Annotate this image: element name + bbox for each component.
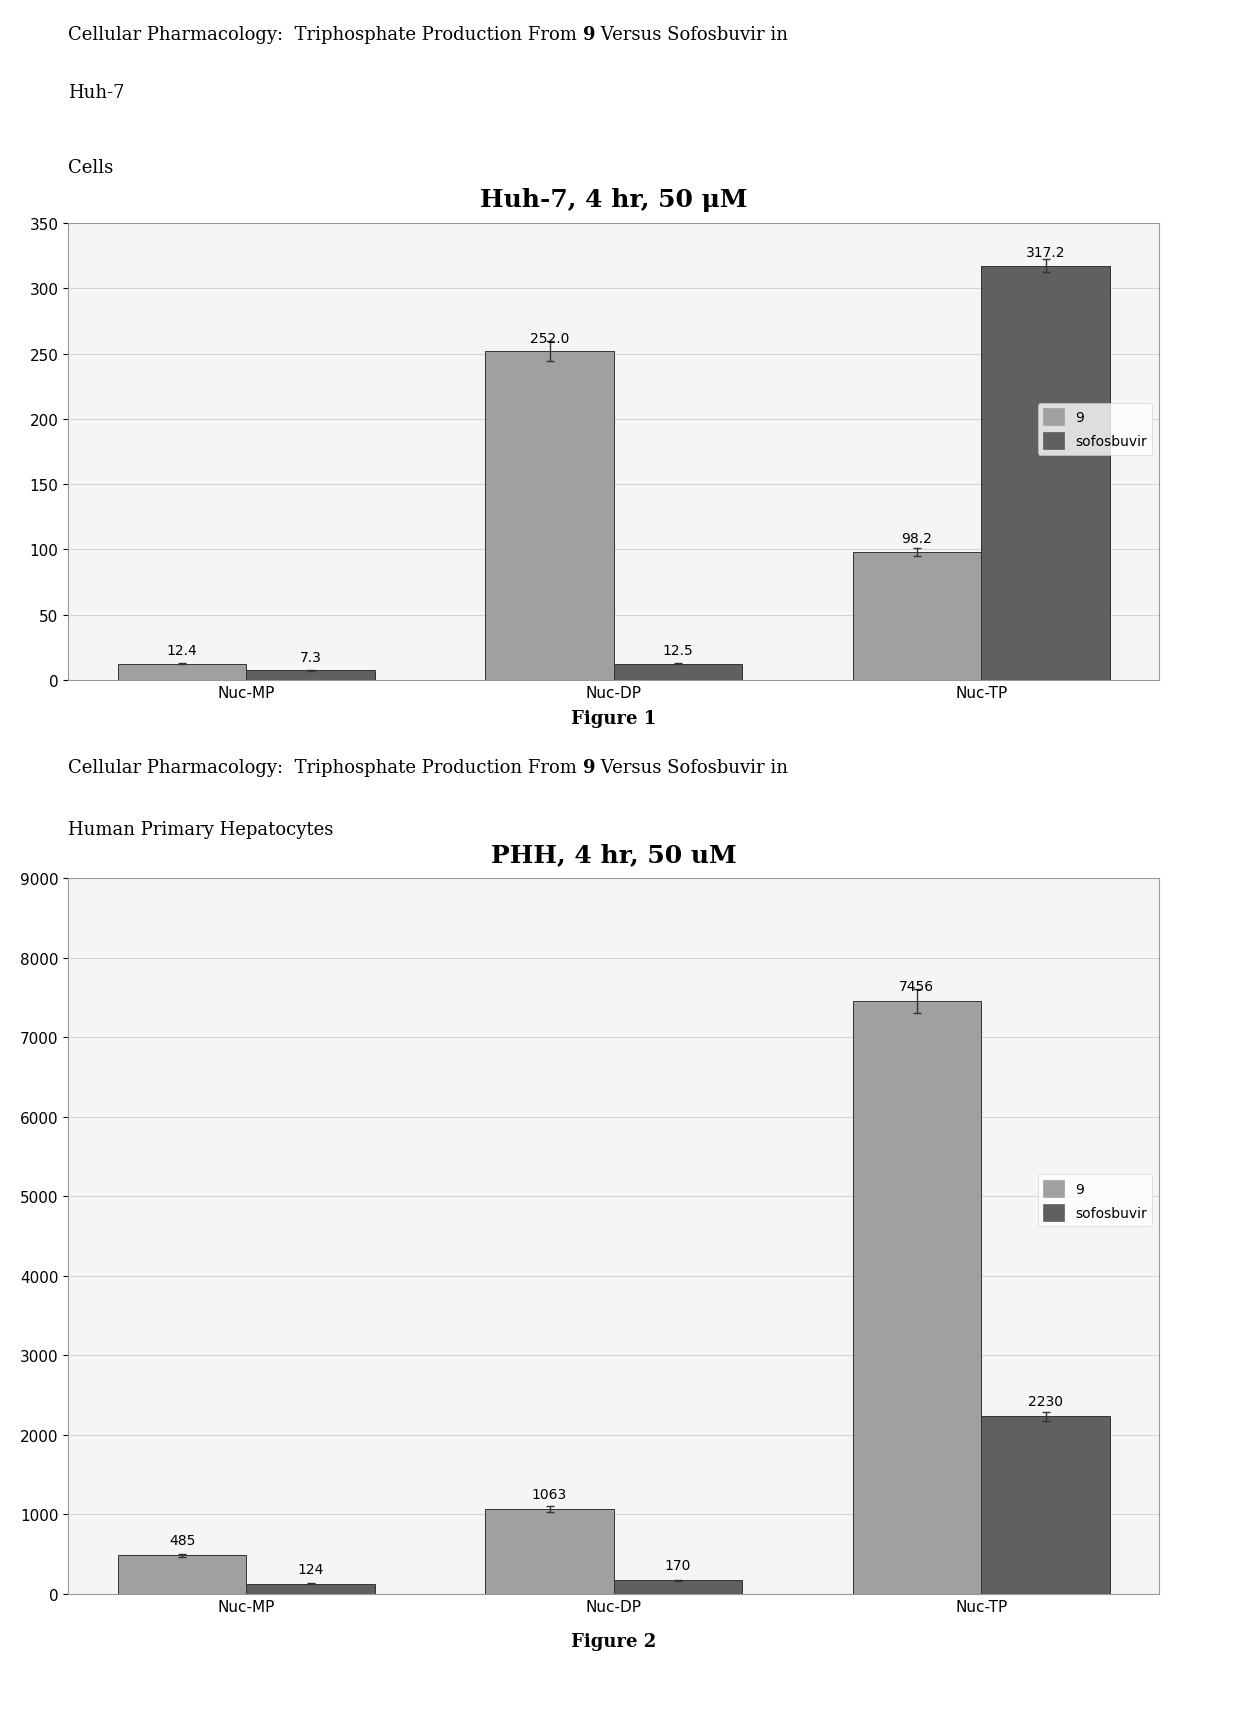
Text: 2230: 2230 — [1028, 1394, 1063, 1409]
Text: 9: 9 — [583, 758, 595, 775]
Bar — [614, 1580, 743, 1594]
Text: Versus Sofosbuvir in: Versus Sofosbuvir in — [595, 758, 789, 775]
Text: 9: 9 — [583, 26, 595, 43]
Text: 252.0: 252.0 — [529, 331, 569, 345]
Bar — [118, 1556, 247, 1594]
Text: Huh-7: Huh-7 — [68, 84, 125, 102]
Text: Cells: Cells — [68, 159, 113, 176]
Text: Figure 1: Figure 1 — [572, 710, 656, 727]
Text: Human Primary Hepatocytes: Human Primary Hepatocytes — [68, 820, 334, 837]
Legend: 9, sofosbuvir: 9, sofosbuvir — [1038, 1175, 1152, 1227]
Bar — [485, 1509, 614, 1594]
Text: 1063: 1063 — [532, 1487, 567, 1501]
Text: Versus Sofosbuvir in: Versus Sofosbuvir in — [595, 26, 789, 43]
Text: 98.2: 98.2 — [901, 532, 932, 546]
Title: PHH, 4 hr, 50 uM: PHH, 4 hr, 50 uM — [491, 843, 737, 867]
Title: Huh-7, 4 hr, 50 μM: Huh-7, 4 hr, 50 μM — [480, 188, 748, 212]
Text: 7456: 7456 — [899, 979, 935, 994]
Bar — [247, 670, 374, 681]
Text: Cellular Pharmacology:  Triphosphate Production From: Cellular Pharmacology: Triphosphate Prod… — [68, 758, 583, 775]
Bar — [981, 1416, 1110, 1594]
Text: 170: 170 — [665, 1558, 691, 1573]
Bar — [853, 1001, 981, 1594]
Bar — [118, 665, 247, 681]
Text: Cellular Pharmacology:  Triphosphate Production From: Cellular Pharmacology: Triphosphate Prod… — [68, 26, 583, 43]
Text: 12.5: 12.5 — [662, 644, 693, 658]
Bar — [614, 665, 743, 681]
Text: 124: 124 — [298, 1563, 324, 1577]
Bar — [485, 351, 614, 681]
Bar — [247, 1583, 374, 1594]
Text: 7.3: 7.3 — [300, 651, 321, 665]
Text: 317.2: 317.2 — [1025, 246, 1065, 260]
Text: Figure 2: Figure 2 — [572, 1632, 656, 1651]
Bar — [981, 267, 1110, 681]
Legend: 9, sofosbuvir: 9, sofosbuvir — [1038, 403, 1152, 455]
Bar — [853, 553, 981, 681]
Text: 485: 485 — [169, 1533, 195, 1547]
Text: 12.4: 12.4 — [166, 644, 197, 658]
